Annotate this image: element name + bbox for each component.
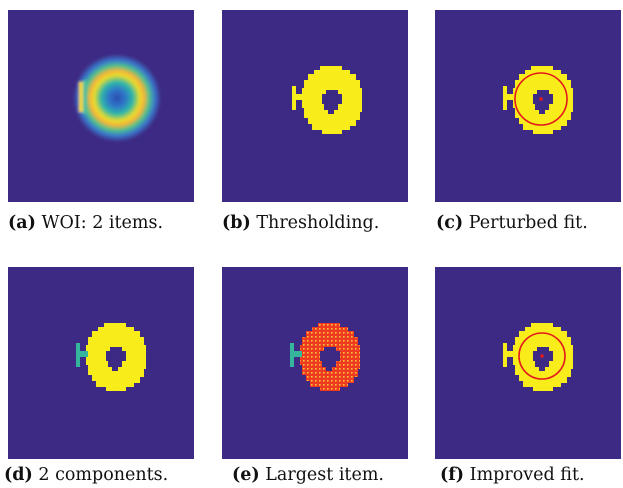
ring-blob	[73, 54, 161, 142]
components-mask	[76, 323, 146, 391]
fit-center-marker	[540, 354, 544, 358]
caption-c-label: (c)	[436, 213, 464, 233]
caption-e-text: Largest item.	[265, 465, 384, 485]
caption-f-label: (f)	[440, 465, 465, 485]
caption-d: (d) 2 components.	[4, 464, 168, 486]
panel-b-threshold-image	[222, 10, 408, 202]
improved-fit-overlay	[503, 323, 573, 391]
panel-d-components-image	[8, 267, 194, 459]
threshold-mask	[292, 66, 362, 134]
small-component	[76, 343, 80, 367]
fit-center-marker	[539, 97, 543, 101]
caption-b-label: (b)	[222, 213, 251, 233]
caption-d-label: (d)	[4, 465, 33, 485]
woi-heatmap	[73, 54, 161, 142]
fit-circle	[518, 332, 566, 380]
perturbed-fit-overlay	[503, 66, 573, 134]
caption-a: (a) WOI: 2 items.	[8, 212, 163, 234]
caption-c-text: Perturbed fit.	[468, 213, 588, 233]
caption-a-text: WOI: 2 items.	[41, 213, 164, 233]
panel-c-perturbed-fit-image	[435, 10, 621, 202]
caption-e: (e) Largest item.	[232, 464, 384, 486]
caption-d-text: 2 components.	[38, 465, 169, 485]
caption-f: (f) Improved fit.	[440, 464, 585, 486]
largest-item-mask	[290, 323, 360, 391]
largest-item-region	[300, 323, 360, 391]
caption-c: (c) Perturbed fit.	[436, 212, 588, 234]
caption-b-text: Thresholding.	[256, 213, 380, 233]
panel-a-woi-image	[8, 10, 194, 202]
caption-f-text: Improved fit.	[469, 465, 585, 485]
panel-e-largest-item-image	[222, 267, 408, 459]
caption-a-label: (a)	[8, 213, 36, 233]
caption-e-label: (e)	[232, 465, 260, 485]
panel-f-improved-fit-image	[435, 267, 621, 459]
fit-circle	[514, 72, 568, 126]
caption-b: (b) Thresholding.	[222, 212, 379, 234]
